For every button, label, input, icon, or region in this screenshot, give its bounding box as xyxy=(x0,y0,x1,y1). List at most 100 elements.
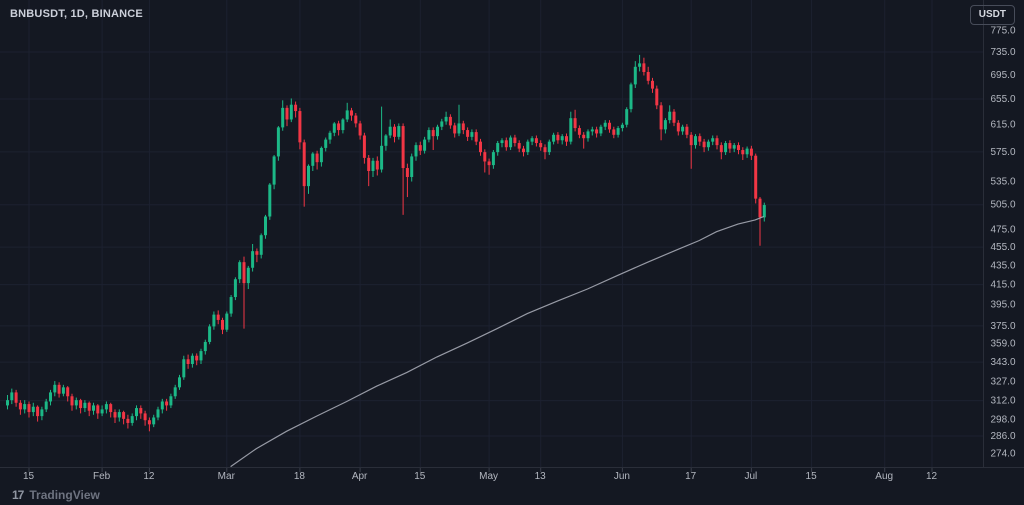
candle-body xyxy=(328,132,332,140)
quote-currency-button[interactable]: USDT xyxy=(969,5,1015,25)
candle-body xyxy=(732,145,736,149)
candle-body xyxy=(646,71,650,81)
candle-body xyxy=(655,88,659,106)
candle-body xyxy=(113,412,117,418)
candle-body xyxy=(689,134,693,146)
time-axis-label: 18 xyxy=(294,471,306,482)
candle-body xyxy=(182,359,186,378)
candle-body xyxy=(672,111,676,123)
candle-body xyxy=(573,118,577,129)
candle-body xyxy=(393,126,396,137)
candle-body xyxy=(543,147,547,153)
price-axis-label: 575.0 xyxy=(990,147,1015,158)
candle-body xyxy=(517,143,521,149)
price-axis[interactable]: 775.0 735.0 695.0 655.0 615.0 575.0 535.0 505.0… xyxy=(990,26,1015,460)
candle-body xyxy=(233,279,237,298)
candle-body xyxy=(208,326,212,342)
time-axis-label: Apr xyxy=(352,471,368,482)
time-axis-label: 15 xyxy=(414,471,426,482)
candle-body xyxy=(221,319,224,330)
candle-body xyxy=(754,155,758,199)
candle-body xyxy=(83,402,87,409)
time-axis-label: Aug xyxy=(875,471,893,482)
candle-body xyxy=(195,355,199,361)
time-axis[interactable]: 15 Feb 12 Mar 18 Apr 15 May 13 Jun 17 Jul 15 Aug 12 xyxy=(23,468,938,482)
candle-body xyxy=(448,116,452,126)
candle-body xyxy=(638,63,642,67)
candle-body xyxy=(612,129,616,135)
candle-body xyxy=(31,406,35,413)
candle-body xyxy=(337,123,341,131)
tradingview-logo-icon[interactable]: 17 xyxy=(12,488,24,502)
candle-body xyxy=(246,267,250,284)
candle-body xyxy=(620,124,624,129)
price-axis-label: 475.0 xyxy=(990,225,1015,236)
candle-body xyxy=(457,123,461,134)
candle-body xyxy=(577,128,581,135)
candle-body xyxy=(427,130,431,140)
candle-body xyxy=(633,66,637,85)
price-axis-label: 775.0 xyxy=(990,26,1015,37)
price-axis-label: 274.0 xyxy=(990,449,1015,460)
candle-body xyxy=(238,262,242,280)
candle-body xyxy=(659,105,663,130)
candle-body xyxy=(444,116,448,122)
ma-line xyxy=(230,215,765,468)
candle-body xyxy=(27,404,31,413)
candle-body xyxy=(758,198,762,218)
candle-body xyxy=(436,126,439,137)
candle-body xyxy=(663,120,667,130)
tradingview-brand-text[interactable]: TradingView xyxy=(29,488,100,502)
candle-body xyxy=(556,134,560,141)
candle-body xyxy=(92,405,95,411)
candle-body xyxy=(264,216,267,236)
candle-body xyxy=(57,384,61,394)
candle-body xyxy=(685,126,689,135)
price-axis-label: 395.0 xyxy=(990,300,1015,311)
price-axis-label: 359.0 xyxy=(990,339,1015,350)
candle-body xyxy=(130,416,134,423)
candle-body xyxy=(147,420,151,425)
candle-body xyxy=(341,119,345,131)
candle-body xyxy=(66,387,70,397)
candle-body xyxy=(225,313,229,330)
candle-body xyxy=(474,132,478,142)
candle-body xyxy=(715,138,719,146)
price-axis-label: 735.0 xyxy=(990,47,1015,58)
candle-body xyxy=(358,123,362,136)
candle-body xyxy=(552,134,556,142)
candle-body xyxy=(203,341,207,352)
candle-body xyxy=(371,160,375,172)
candle-body xyxy=(388,126,392,136)
price-axis-label: 455.0 xyxy=(990,242,1015,253)
candle-body xyxy=(728,143,732,149)
candle-body xyxy=(160,401,164,410)
candle-body xyxy=(629,84,633,110)
candle-body xyxy=(547,141,551,153)
candle-body xyxy=(745,148,749,155)
candle-body xyxy=(676,122,680,132)
price-axis-label: 435.0 xyxy=(990,260,1015,271)
candle-body xyxy=(706,141,710,148)
candle-body xyxy=(315,153,319,163)
candle-body xyxy=(44,401,48,410)
candle-body xyxy=(332,123,336,133)
time-axis-label: 15 xyxy=(806,471,818,482)
price-axis-label: 655.0 xyxy=(990,94,1015,105)
candle-body xyxy=(251,251,255,268)
symbol-legend[interactable]: BNBUSDT, 1D, BINANCE xyxy=(10,8,143,20)
candle-body xyxy=(100,409,104,414)
candle-body xyxy=(397,126,401,137)
candle-body xyxy=(350,110,353,116)
candle-body xyxy=(526,141,530,153)
ma-polyline xyxy=(230,215,765,468)
candle-body xyxy=(698,136,702,142)
candle-body xyxy=(23,404,27,410)
time-axis-label: 17 xyxy=(685,471,697,482)
candle-body xyxy=(375,160,379,170)
time-axis-label: 15 xyxy=(23,471,35,482)
candle-body xyxy=(104,404,108,410)
candle-body xyxy=(367,157,371,172)
price-axis-label: 298.0 xyxy=(990,414,1015,425)
